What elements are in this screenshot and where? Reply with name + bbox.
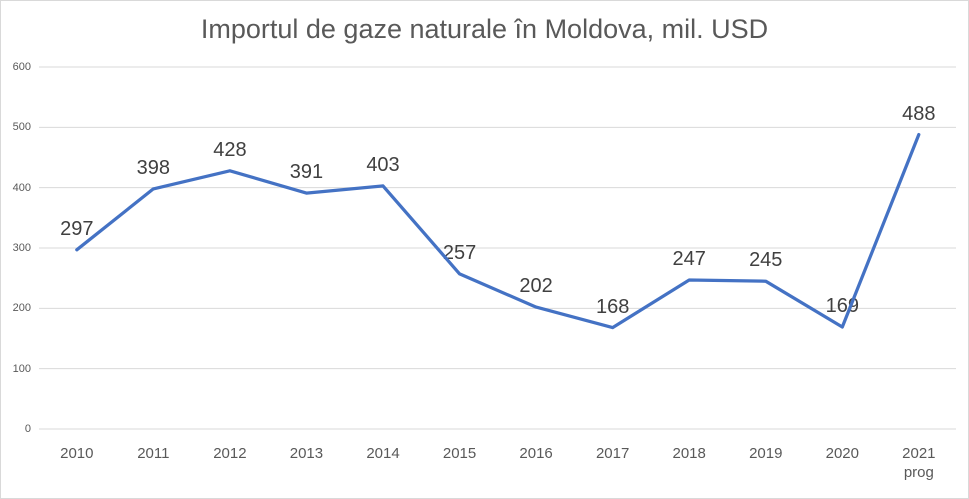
x-axis-tick-label-line: 2015 [442, 445, 477, 462]
x-axis-tick-label: 2020 [802, 444, 882, 463]
x-axis-tick-label-line: 2012 [213, 445, 247, 462]
x-axis-tick-label-line: 2011 [137, 445, 170, 462]
y-axis-tick-label: 300 [12, 242, 31, 254]
x-axis-tick-label: 2010 [37, 444, 117, 463]
y-axis-tick-label: 600 [12, 61, 31, 73]
data-label: 403 [366, 153, 400, 176]
x-axis-tick-label: 2011 [113, 444, 193, 463]
x-axis-tick-label-line: 2016 [519, 445, 553, 462]
data-label: 257 [442, 241, 477, 264]
data-label: 391 [289, 161, 324, 184]
series-line [75, 132, 921, 330]
data-label: 169 [825, 295, 859, 318]
x-axis-tick-label-line: 2014 [366, 445, 400, 462]
x-axis-tick-label-line: 2018 [672, 445, 706, 462]
x-axis-tick-label-line: 2013 [289, 445, 324, 462]
y-axis-tick-label: 200 [12, 302, 31, 315]
x-axis-tick-label: 2012 [190, 444, 270, 463]
data-label: 428 [213, 138, 247, 161]
y-axis-tick-label: 100 [12, 362, 31, 375]
data-label: 245 [749, 249, 783, 272]
y-axis-tick-label: 500 [12, 121, 31, 134]
x-axis-tick-label-line: 2020 [825, 445, 859, 462]
data-label: 398 [136, 156, 171, 179]
y-axis-tick-label: 400 [12, 181, 31, 194]
x-axis-tick-label: 2019 [726, 444, 806, 463]
x-axis-tick-label-line: prog [903, 464, 934, 481]
x-axis-tick-label-line: 2010 [60, 445, 94, 462]
x-axis-tick-label: 2014 [343, 444, 423, 463]
x-axis-tick-label-line: 2017 [595, 445, 630, 462]
x-axis-tick-label: 2016 [496, 444, 576, 463]
x-axis-tick-label: 2017 [573, 444, 653, 463]
x-axis-tick-label-line: 2019 [749, 445, 783, 462]
data-label: 202 [519, 275, 553, 298]
data-label: 297 [60, 217, 94, 240]
data-label: 168 [595, 295, 630, 318]
chart-title: Importul de gaze naturale în Moldova, mi… [200, 14, 769, 44]
y-axis-tick-label: 0 [24, 423, 31, 435]
x-axis-tick-label-line: 2021 [902, 445, 936, 462]
data-label: 247 [672, 247, 706, 270]
x-axis-tick-label: 2021 prog [879, 444, 959, 482]
x-axis-tick-label: 2015 [420, 444, 500, 463]
x-axis-tick-label: 2018 [649, 444, 729, 463]
x-axis-tick-label: 2013 [266, 444, 346, 463]
data-label: 488 [902, 102, 936, 125]
